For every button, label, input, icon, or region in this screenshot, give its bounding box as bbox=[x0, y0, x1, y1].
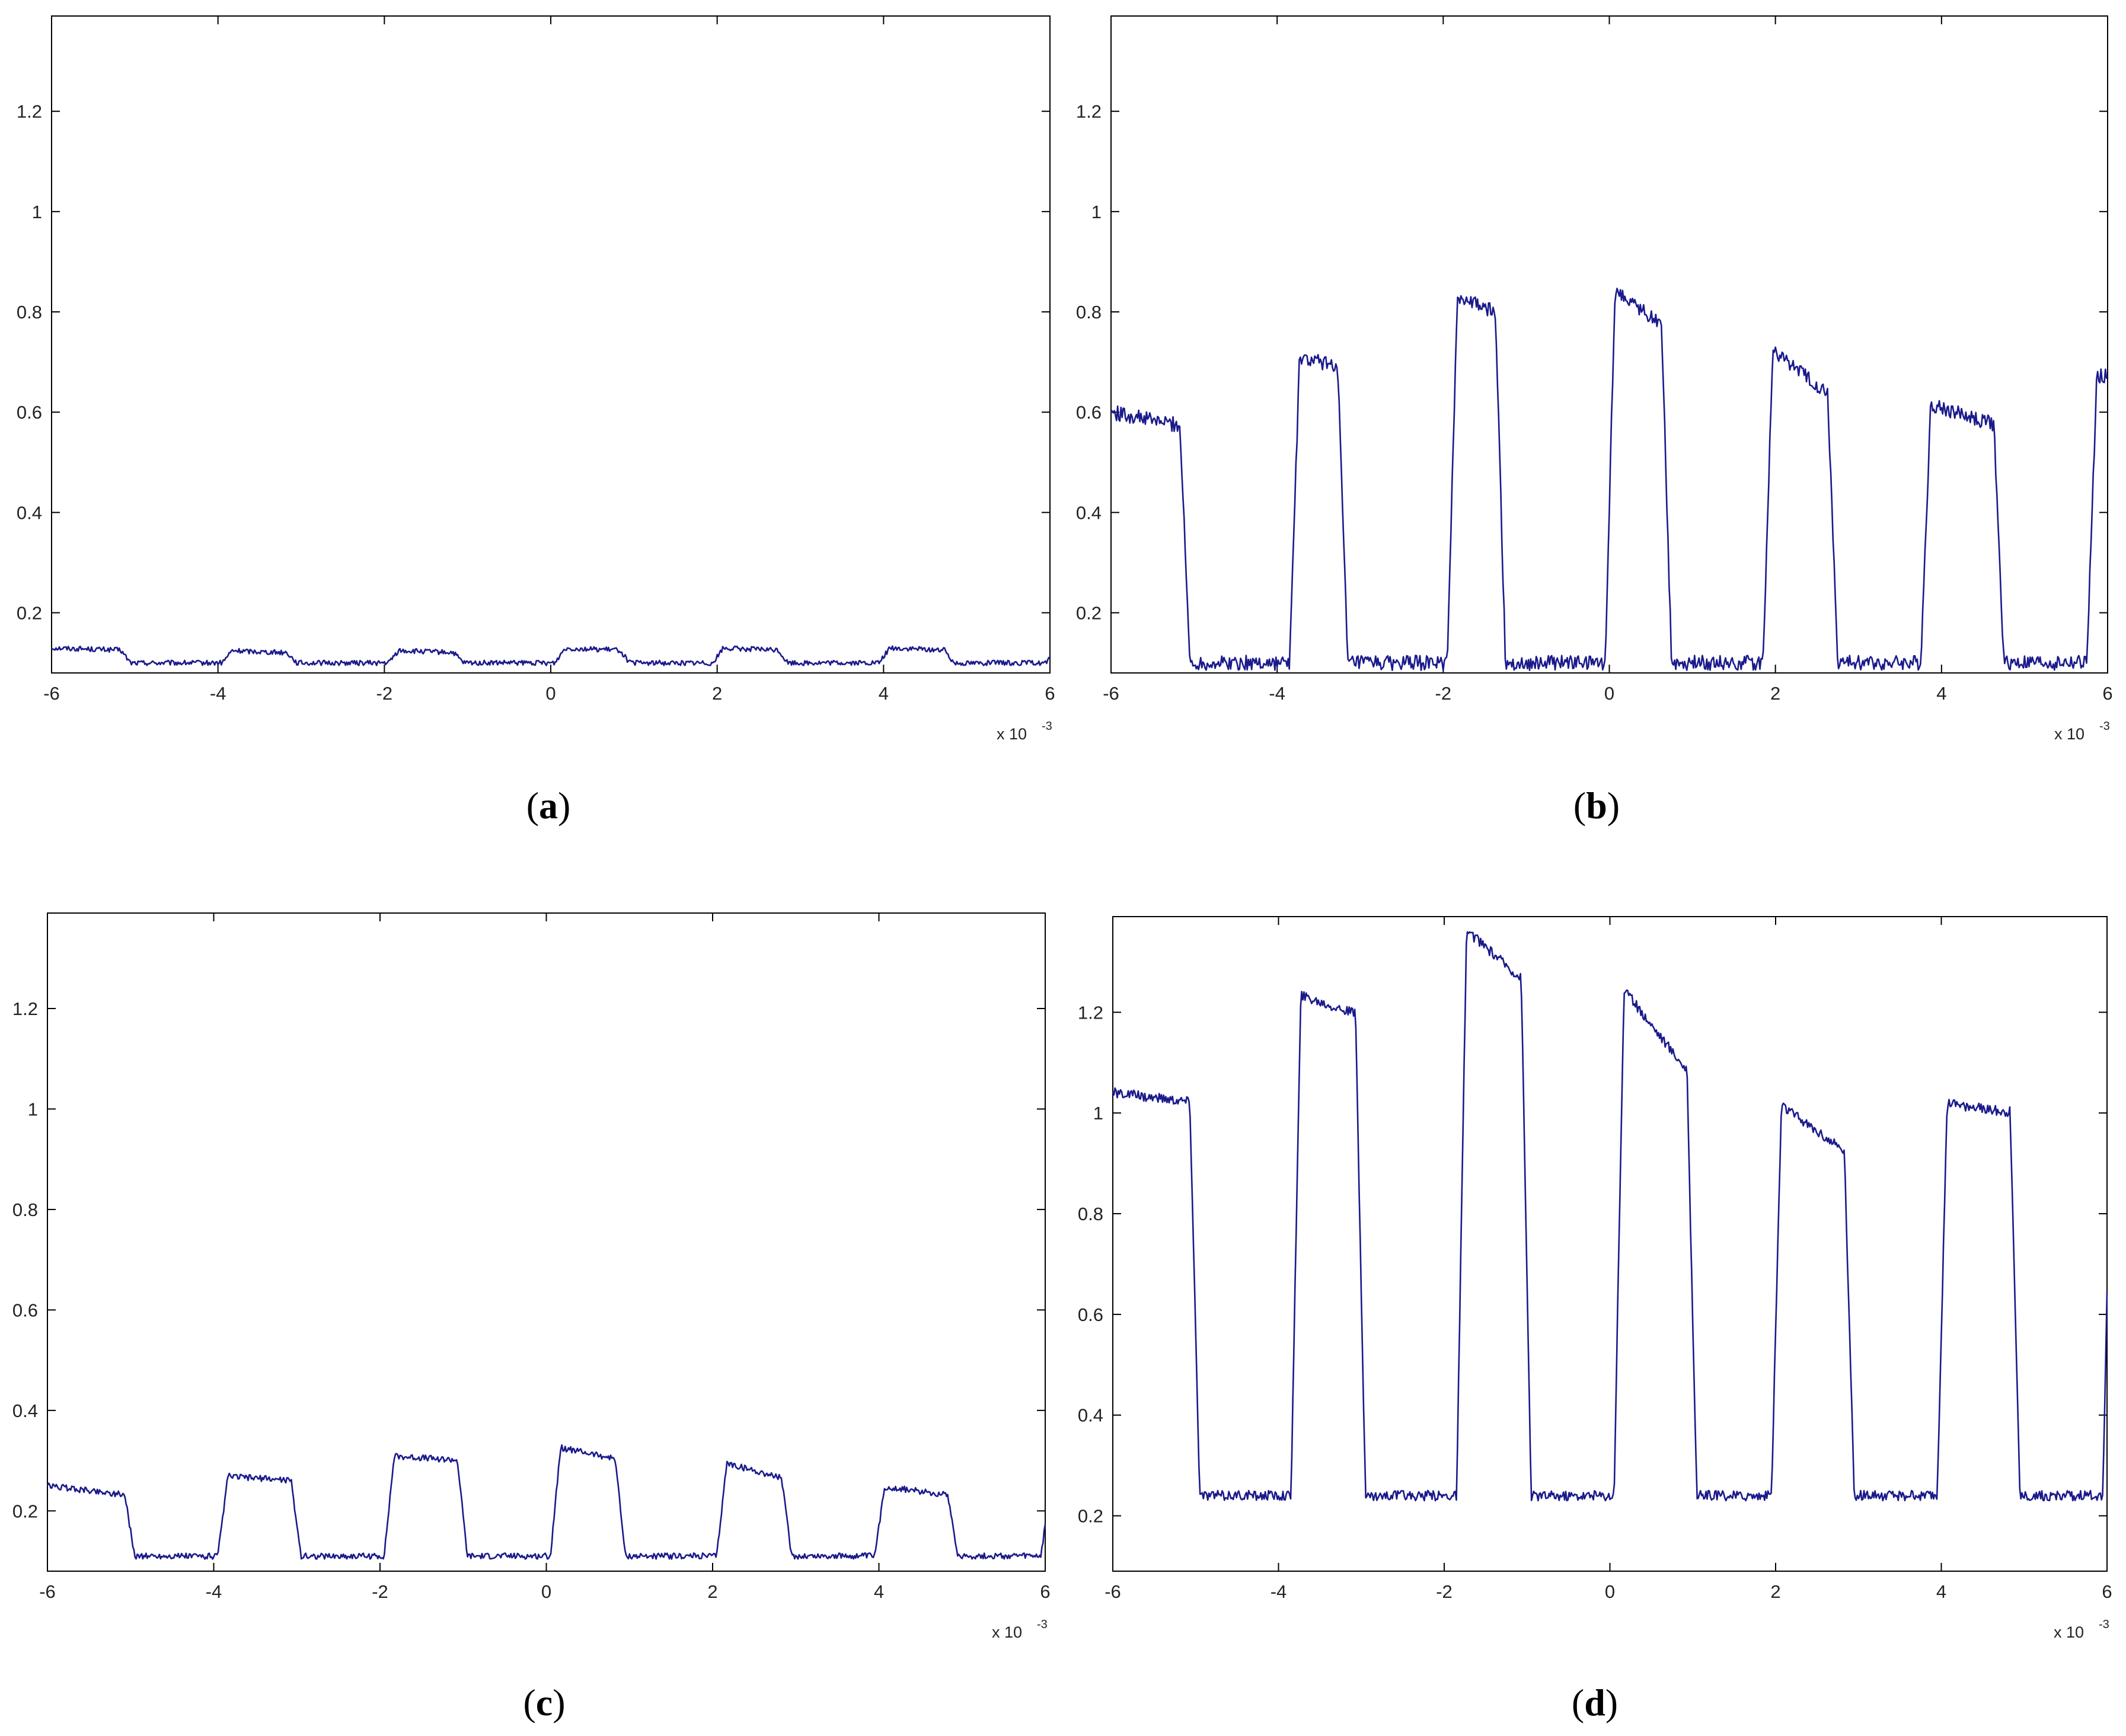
y-tick-label: 1 bbox=[1091, 202, 1102, 222]
x-tick-label: 2 bbox=[712, 683, 722, 704]
x-exponent-label: x 10 bbox=[992, 1623, 1022, 1641]
y-tick-label: 1.2 bbox=[1078, 1002, 1103, 1023]
panel-a: -6 -4 -2 0 2 4 6 0.2 0.4 0.6 0.8 1 1.2 x 10 -3 bbox=[17, 15, 1055, 743]
panel-b: -6 -4 -2 0 2 4 6 0.2 0.4 0.6 0.8 1 1.2 x 10 -3 bbox=[1076, 15, 2113, 743]
series-line bbox=[1110, 288, 2109, 671]
y-tick-label: 0.4 bbox=[1076, 502, 1102, 523]
x-tick-label: 0 bbox=[1605, 1581, 1615, 1602]
x-tick-label: -6 bbox=[1105, 1581, 1121, 1602]
y-tick-label: 1 bbox=[32, 202, 42, 222]
series-line bbox=[1112, 931, 2108, 1502]
y-tick-label: 1 bbox=[28, 1099, 38, 1119]
x-tick-label: 4 bbox=[1936, 1581, 1946, 1602]
x-tick-label: 6 bbox=[2102, 1581, 2112, 1602]
x-tick-label: -4 bbox=[1271, 1581, 1287, 1602]
y-tick-label: 0.4 bbox=[1078, 1405, 1103, 1426]
y-tick-label: 1 bbox=[1093, 1103, 1103, 1124]
y-tick-label: 0.8 bbox=[1078, 1204, 1103, 1224]
x-tick-label: -6 bbox=[1103, 683, 1119, 704]
panel-label-d: (d) bbox=[1572, 1681, 1618, 1724]
panel-c: -6 -4 -2 0 2 4 6 0.2 0.4 0.6 0.8 1 1.2 x 10 -3 bbox=[12, 912, 1051, 1641]
y-tick-label: 0.2 bbox=[17, 603, 42, 624]
x-tick-label: 6 bbox=[2102, 683, 2112, 704]
y-tick-label: 0.6 bbox=[12, 1300, 38, 1320]
y-tick-label: 0.8 bbox=[1076, 302, 1102, 323]
x-tick-label: 2 bbox=[1770, 1581, 1780, 1602]
x-tick-label: -6 bbox=[39, 1581, 56, 1602]
series-line bbox=[51, 645, 1051, 666]
y-tick-label: 0.6 bbox=[17, 402, 42, 423]
y-tick-label: 0.8 bbox=[17, 302, 42, 323]
y-tick-label: 0.2 bbox=[1076, 603, 1102, 624]
x-tick-label: -4 bbox=[206, 1581, 222, 1602]
axes-frame bbox=[1112, 916, 2108, 1572]
axes-frame bbox=[1110, 15, 2108, 674]
x-tick-label: -2 bbox=[1435, 683, 1452, 704]
y-tick-label: 0.6 bbox=[1078, 1304, 1103, 1325]
x-tick-label: 4 bbox=[879, 683, 889, 704]
panel-label-b: (b) bbox=[1573, 784, 1620, 826]
x-tick-label: 6 bbox=[1045, 683, 1055, 704]
axes-frame bbox=[47, 912, 1046, 1572]
y-tick-label: 0.2 bbox=[12, 1501, 38, 1521]
axes-frame bbox=[51, 15, 1051, 674]
y-tick-label: 1.2 bbox=[1076, 101, 1102, 122]
y-tick-label: 0.4 bbox=[12, 1400, 38, 1421]
x-tick-label: 0 bbox=[545, 683, 556, 704]
x-exponent-label: x 10 bbox=[2054, 1623, 2084, 1641]
x-exponent-label: x 10 bbox=[2054, 725, 2084, 743]
panel-label-c: (c) bbox=[523, 1681, 565, 1724]
y-tick-label: 0.6 bbox=[1076, 402, 1102, 423]
x-tick-label: -4 bbox=[210, 683, 226, 704]
x-exponent-power: -3 bbox=[2099, 720, 2110, 733]
x-exponent-power: -3 bbox=[1042, 720, 1052, 733]
x-tick-label: -4 bbox=[1269, 683, 1285, 704]
x-tick-label: -6 bbox=[43, 683, 60, 704]
x-tick-label: 6 bbox=[1040, 1581, 1050, 1602]
y-tick-label: 0.8 bbox=[12, 1199, 38, 1220]
x-tick-label: 0 bbox=[541, 1581, 551, 1602]
x-tick-label: -2 bbox=[376, 683, 393, 704]
x-tick-label: -2 bbox=[372, 1581, 388, 1602]
series-line bbox=[46, 1444, 1046, 1560]
x-exponent-power: -3 bbox=[2099, 1618, 2109, 1631]
x-tick-label: 2 bbox=[707, 1581, 717, 1602]
x-tick-label: 2 bbox=[1770, 683, 1780, 704]
x-exponent-power: -3 bbox=[1037, 1618, 1048, 1631]
y-tick-label: 1.2 bbox=[12, 998, 38, 1019]
x-tick-label: 0 bbox=[1604, 683, 1614, 704]
x-tick-label: -2 bbox=[1436, 1581, 1453, 1602]
y-tick-label: 1.2 bbox=[17, 101, 42, 122]
panel-d: -6 -4 -2 0 2 4 6 0.2 0.4 0.6 0.8 1 1.2 x 10 -3 bbox=[1078, 916, 2112, 1641]
y-tick-label: 0.2 bbox=[1078, 1506, 1103, 1527]
y-tick-label: 0.4 bbox=[17, 502, 42, 523]
panel-label-a: (a) bbox=[526, 784, 571, 826]
x-tick-label: 4 bbox=[874, 1581, 884, 1602]
x-exponent-label: x 10 bbox=[997, 725, 1027, 743]
x-tick-label: 4 bbox=[1936, 683, 1946, 704]
